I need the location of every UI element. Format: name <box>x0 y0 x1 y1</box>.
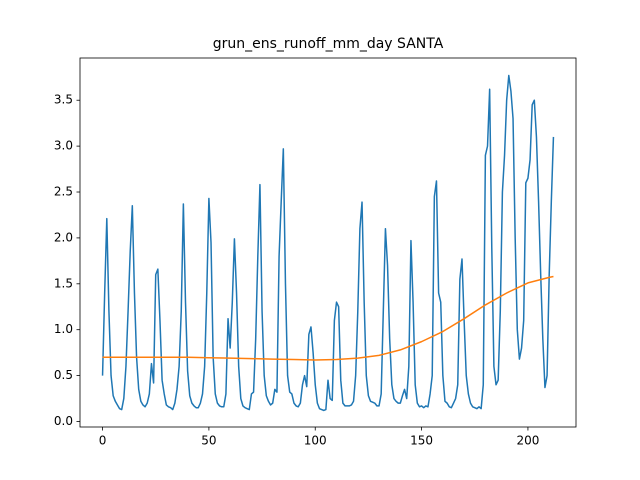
y-tick-label: 2.5 <box>54 185 73 199</box>
line-series <box>101 74 555 412</box>
y-tick-label: 3.0 <box>54 139 73 153</box>
x-tick-label: 200 <box>516 434 539 448</box>
y-tick-label: 2.0 <box>54 230 73 244</box>
x-tick-label: 100 <box>304 434 327 448</box>
y-tick-label: 1.5 <box>54 276 73 290</box>
chart-title: grun_ens_runoff_mm_day SANTA <box>213 36 444 52</box>
y-tick-label: 1.0 <box>54 322 73 336</box>
y-tick-label: 3.5 <box>54 93 73 107</box>
x-tick-label: 0 <box>99 434 107 448</box>
x-tick-label: 150 <box>410 434 433 448</box>
y-tick-label: 0.0 <box>54 414 73 428</box>
plot-frame <box>79 57 577 428</box>
line-series <box>102 275 554 361</box>
x-tick-label: 50 <box>201 434 216 448</box>
y-tick-label: 0.5 <box>54 368 73 382</box>
